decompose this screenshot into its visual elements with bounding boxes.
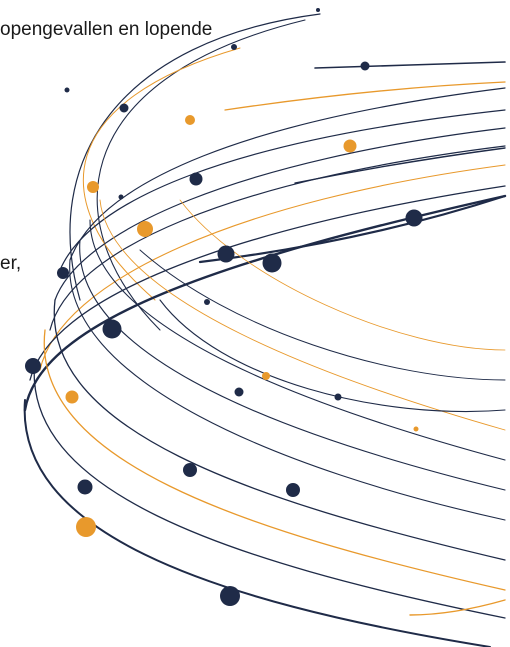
page-text-fragment-top: opengevallen en lopende [0, 19, 213, 40]
decorative-curve [54, 127, 506, 301]
decorative-dot [185, 115, 195, 125]
decorative-curve [179, 199, 506, 351]
decorative-curve [224, 81, 506, 111]
decorative-dot [262, 372, 270, 380]
decorative-curve [96, 19, 306, 331]
decorative-curve [79, 239, 506, 491]
decorative-curve [23, 399, 491, 647]
decorative-curve [53, 299, 506, 561]
decorative-dot [360, 61, 370, 71]
decorative-dot [204, 299, 210, 305]
decorative-dot [220, 586, 240, 606]
decorative-curve [99, 199, 506, 431]
decorative-curve [69, 87, 506, 261]
decorative-curve [69, 259, 506, 521]
decorative-curve [69, 13, 321, 301]
decorative-dot [262, 253, 282, 273]
decorative-dot [64, 87, 70, 93]
decorative-dot [343, 139, 357, 153]
decorative-dot [77, 479, 93, 495]
decorative-curve [59, 109, 506, 271]
decorative-dot [118, 194, 124, 200]
decorative-dot [57, 267, 69, 279]
decorative-curve [139, 249, 506, 381]
decorative-dot [405, 209, 423, 227]
decorative-dot [183, 463, 197, 477]
decorative-dot [217, 245, 235, 263]
decorative-curve [89, 219, 506, 461]
decorative-curve [49, 145, 506, 331]
decorative-curve [82, 47, 241, 301]
decorative-dot [234, 387, 244, 397]
decorative-dot [65, 390, 79, 404]
decorative-dot [76, 517, 96, 537]
decorative-curve [23, 194, 507, 412]
decorative-dot [189, 172, 203, 186]
curve-group [23, 13, 507, 647]
decorative-dot [137, 221, 153, 237]
decorative-curve [43, 329, 506, 591]
decorative-curve [159, 299, 506, 413]
decorative-curve [314, 61, 506, 69]
decorative-dot [413, 426, 419, 432]
decorative-dot [102, 319, 122, 339]
decorative-curve [29, 185, 506, 381]
decorative-dot [334, 393, 342, 401]
decorative-curve [39, 164, 506, 371]
decorative-dot [316, 8, 320, 12]
decorative-curve [198, 194, 507, 264]
decorative-dot [119, 103, 129, 113]
decorative-dot [231, 44, 237, 50]
decorative-curve [409, 599, 506, 616]
dot-group [25, 8, 423, 606]
page-text-fragment-middle: er, [0, 253, 22, 274]
decorative-curve [294, 147, 506, 184]
decorative-dot [286, 483, 300, 497]
decorative-dot [25, 358, 41, 374]
decorative-curve [33, 359, 506, 619]
decorative-dot [87, 181, 99, 193]
